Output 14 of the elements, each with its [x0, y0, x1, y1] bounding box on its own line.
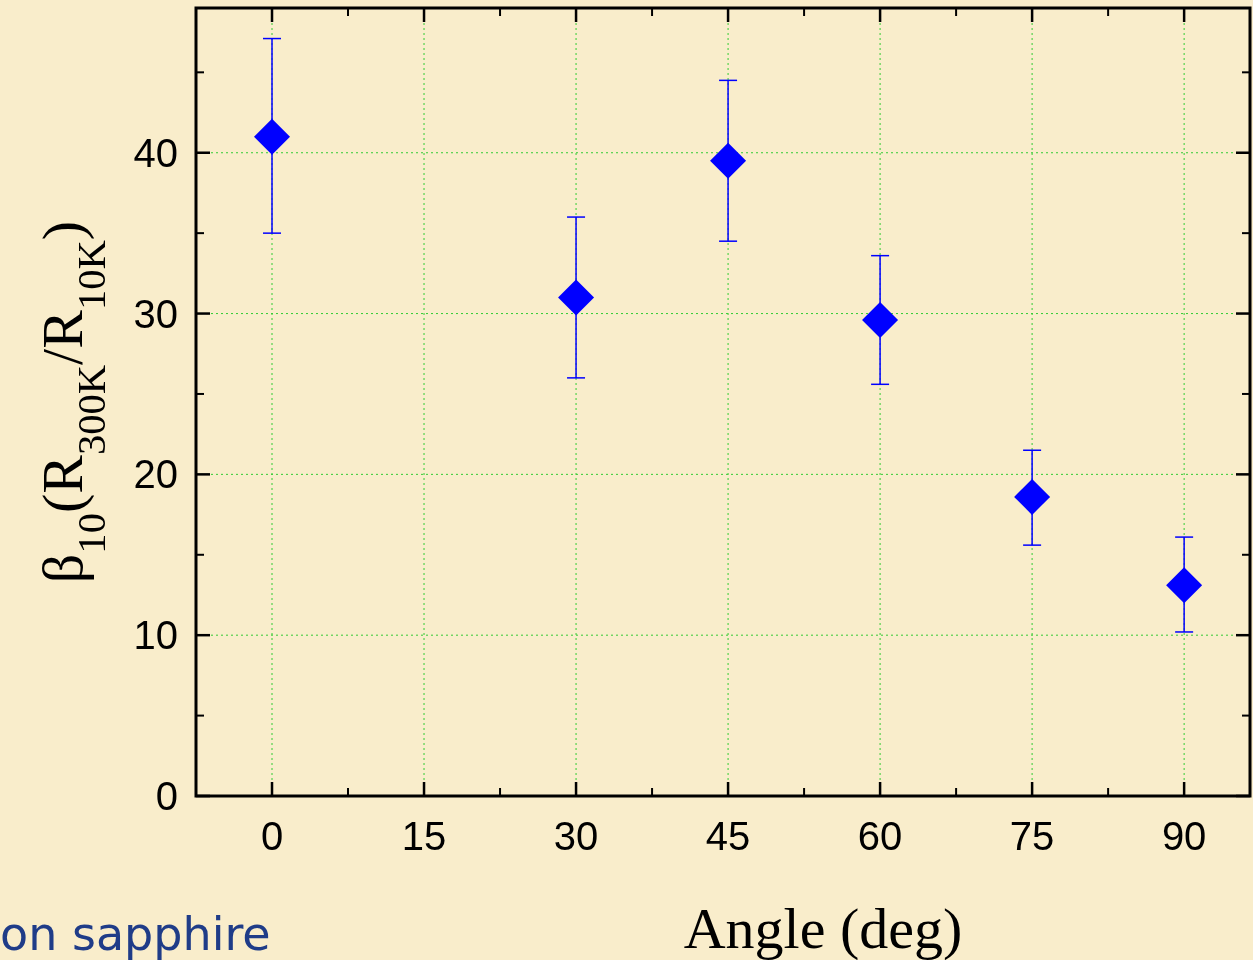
x-axis-title: Angle (deg)	[683, 896, 963, 960]
x-tick-label: 15	[401, 814, 447, 858]
x-tick-label: 45	[705, 814, 751, 858]
y-tick-label: 20	[133, 452, 178, 497]
x-tick-label: 75	[1009, 814, 1055, 858]
x-tick-label: 30	[553, 814, 599, 858]
x-tick-label: 90	[1161, 814, 1207, 858]
x-tick-label: 60	[857, 814, 903, 858]
text: on sapphire	[0, 907, 271, 960]
x-tick-label: 0	[260, 814, 284, 858]
y-tick-label: 0	[155, 774, 178, 818]
y-tick-label: 40	[133, 130, 178, 175]
y-tick-label: 10	[133, 613, 178, 658]
y-tick-label: 30	[133, 291, 178, 336]
